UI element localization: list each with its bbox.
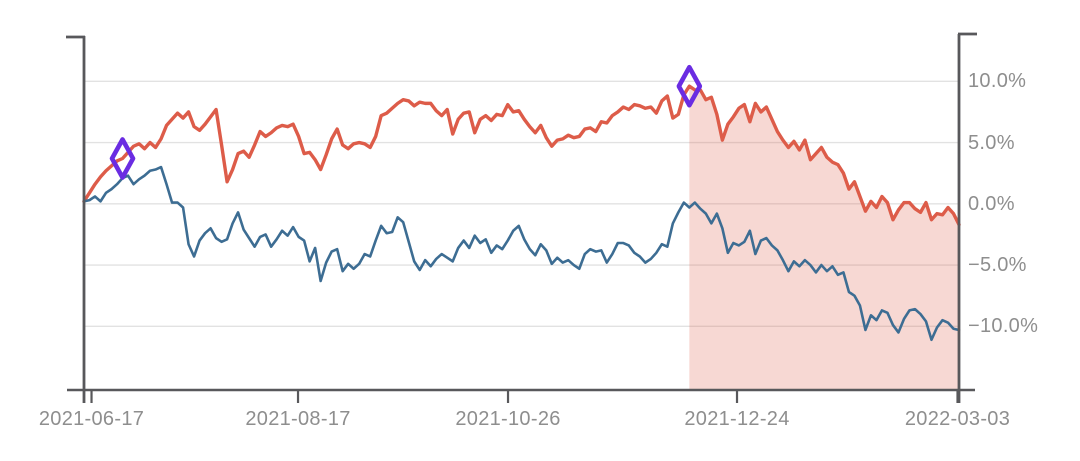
diamond-marker (109, 137, 136, 180)
x-tick-label: 2021-12-24 (684, 408, 790, 430)
x-tick-label: 2021-08-17 (245, 408, 351, 430)
y-tick-label: −5.0% (968, 254, 1027, 277)
series_red-line (82, 84, 961, 227)
x-tick-label: 2022-03-03 (904, 408, 1011, 430)
drawdown-shaded-region (689, 86, 959, 391)
y-tick-label: 0.0% (968, 192, 1015, 215)
y-tick-label: 5.0% (968, 131, 1015, 154)
y-tick-label: −10.0% (968, 315, 1039, 338)
y-tick-label: 10.0% (968, 70, 1027, 93)
x-tick-label: 2021-10-26 (455, 408, 561, 430)
diamond-marker (676, 64, 703, 108)
series_blue-line (82, 165, 961, 342)
x-tick-label: 2021-06-17 (38, 408, 145, 430)
